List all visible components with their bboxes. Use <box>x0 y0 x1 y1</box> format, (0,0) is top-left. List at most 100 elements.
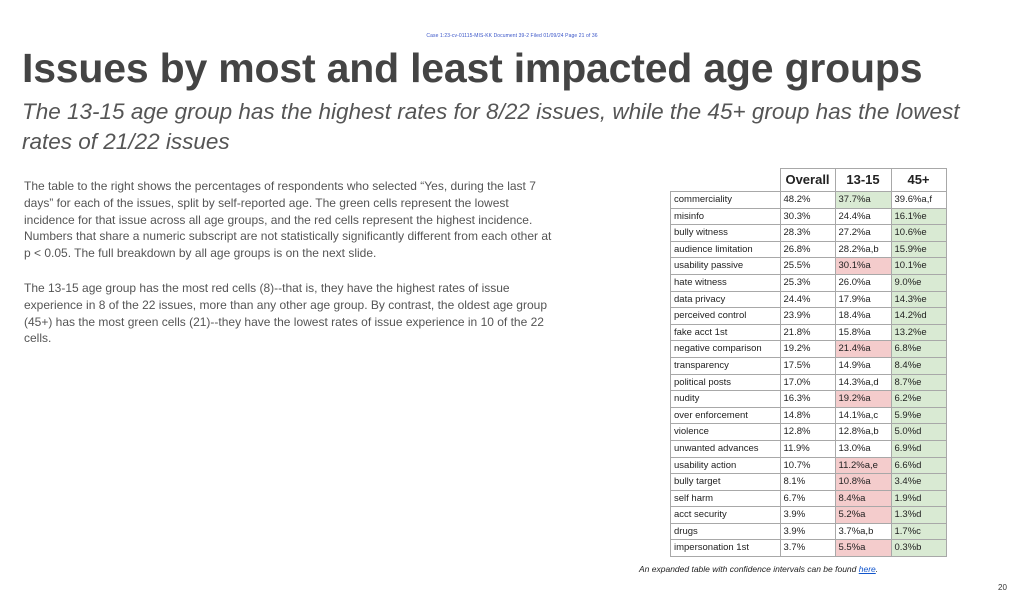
cell-13-15: 5.2%a <box>834 506 892 524</box>
cell-45-plus: 15.9%e <box>890 240 947 259</box>
page-number: 20 <box>998 583 1007 592</box>
cell-13-15: 18.4%a <box>834 307 892 325</box>
cell-overall: 25.3% <box>779 273 836 292</box>
cell-overall: 14.8% <box>779 406 836 425</box>
cell-13-15: 19.2%a <box>834 390 892 408</box>
table-row: acct security 3.9% 5.2%a 1.3%d <box>670 506 947 524</box>
cell-45-plus: 6.6%d <box>890 456 947 475</box>
cell-overall: 48.2% <box>779 191 836 209</box>
footnote-text: An expanded table with confidence interv… <box>639 564 859 574</box>
table-row: over enforcement 14.8% 14.1%a,c 5.9%e <box>670 406 947 425</box>
cell-issue: bully target <box>670 473 781 491</box>
cell-issue: misinfo <box>670 207 781 226</box>
cell-45-plus: 0.3%b <box>890 539 947 558</box>
cell-issue: impersonation 1st <box>670 539 781 558</box>
cell-45-plus: 5.9%e <box>890 406 947 425</box>
cell-13-15: 24.4%a <box>834 207 892 226</box>
cell-13-15: 13.0%a <box>834 439 892 458</box>
table-row: misinfo 30.3% 24.4%a 16.1%e <box>670 207 947 226</box>
cell-45-plus: 39.6%a,f <box>890 191 947 209</box>
cell-45-plus: 1.7%c <box>890 522 947 541</box>
table-row: commerciality 48.2% 37.7%a 39.6%a,f <box>670 191 947 209</box>
footnote: An expanded table with confidence interv… <box>639 564 878 574</box>
table-row: hate witness 25.3% 26.0%a 9.0%e <box>670 273 947 292</box>
cell-issue: commerciality <box>670 191 781 209</box>
cell-13-15: 37.7%a <box>834 191 892 209</box>
cell-13-15: 27.2%a <box>834 224 892 242</box>
body-paragraph-1: The table to the right shows the percent… <box>24 179 552 261</box>
cell-45-plus: 3.4%e <box>890 473 947 491</box>
cell-13-15: 10.8%a <box>834 473 892 491</box>
table-row: data privacy 24.4% 17.9%a 14.3%e <box>670 290 947 309</box>
cell-45-plus: 16.1%e <box>890 207 947 226</box>
table-row: bully witness 28.3% 27.2%a 10.6%e <box>670 224 947 242</box>
header-blank <box>670 168 781 192</box>
issues-table: Overall 13-15 45+ commerciality 48.2% 37.7… <box>670 168 947 558</box>
cell-issue: unwanted advances <box>670 439 781 458</box>
cell-overall: 8.1% <box>779 473 836 491</box>
cell-overall: 3.9% <box>779 506 836 524</box>
cell-overall: 28.3% <box>779 224 836 242</box>
header-13-15: 13-15 <box>834 168 892 192</box>
cell-issue: self harm <box>670 489 781 508</box>
cell-45-plus: 6.9%d <box>890 439 947 458</box>
cell-13-15: 30.1%a <box>834 257 892 275</box>
cell-45-plus: 6.8%e <box>890 340 947 358</box>
table-row: transparency 17.5% 14.9%a 8.4%e <box>670 356 947 375</box>
cell-overall: 30.3% <box>779 207 836 226</box>
cell-overall: 17.0% <box>779 373 836 392</box>
table-row: negative comparison 19.2% 21.4%a 6.8%e <box>670 340 947 358</box>
table-row: unwanted advances 11.9% 13.0%a 6.9%d <box>670 439 947 458</box>
page-title: Issues by most and least impacted age gr… <box>22 45 923 91</box>
cell-13-15: 28.2%a,b <box>834 240 892 259</box>
cell-overall: 23.9% <box>779 307 836 325</box>
cell-45-plus: 8.7%e <box>890 373 947 392</box>
cell-13-15: 14.9%a <box>834 356 892 375</box>
cell-issue: over enforcement <box>670 406 781 425</box>
table-row: usability passive 25.5% 30.1%a 10.1%e <box>670 257 947 275</box>
cell-13-15: 26.0%a <box>834 273 892 292</box>
cell-overall: 6.7% <box>779 489 836 508</box>
table-row: fake acct 1st 21.8% 15.8%a 13.2%e <box>670 323 947 342</box>
cell-overall: 12.8% <box>779 423 836 441</box>
cell-issue: hate witness <box>670 273 781 292</box>
table-row: nudity 16.3% 19.2%a 6.2%e <box>670 390 947 408</box>
cell-13-15: 3.7%a,b <box>834 522 892 541</box>
body-paragraph-2: The 13-15 age group has the most red cel… <box>24 280 547 346</box>
cell-issue: usability action <box>670 456 781 475</box>
cell-overall: 21.8% <box>779 323 836 342</box>
cell-45-plus: 9.0%e <box>890 273 947 292</box>
cell-issue: usability passive <box>670 257 781 275</box>
case-header-stamp: Case 1:23-cv-01115-MIS-KK Document 39-2 … <box>426 33 598 39</box>
header-overall: Overall <box>779 168 836 192</box>
cell-13-15: 5.5%a <box>834 539 892 558</box>
cell-13-15: 14.1%a,c <box>834 406 892 425</box>
cell-13-15: 21.4%a <box>834 340 892 358</box>
cell-issue: transparency <box>670 356 781 375</box>
table-row: self harm 6.7% 8.4%a 1.9%d <box>670 489 947 508</box>
cell-13-15: 15.8%a <box>834 323 892 342</box>
cell-issue: drugs <box>670 522 781 541</box>
footnote-link[interactable]: here <box>858 564 876 574</box>
cell-13-15: 8.4%a <box>834 489 892 508</box>
cell-13-15: 12.8%a,b <box>834 423 892 441</box>
cell-overall: 16.3% <box>779 390 836 408</box>
table-row: audience limitation 26.8% 28.2%a,b 15.9%e <box>670 240 947 259</box>
table-row: bully target 8.1% 10.8%a 3.4%e <box>670 473 947 491</box>
cell-overall: 24.4% <box>779 290 836 309</box>
table-row: perceived control 23.9% 18.4%a 14.2%d <box>670 307 947 325</box>
cell-45-plus: 1.9%d <box>890 489 947 508</box>
table-row: political posts 17.0% 14.3%a,d 8.7%e <box>670 373 947 392</box>
cell-45-plus: 13.2%e <box>890 323 947 342</box>
table-header-row: Overall 13-15 45+ <box>670 168 947 192</box>
cell-45-plus: 10.1%e <box>890 257 947 275</box>
cell-overall: 3.7% <box>779 539 836 558</box>
cell-45-plus: 14.3%e <box>890 290 947 309</box>
table-row: impersonation 1st 3.7% 5.5%a 0.3%b <box>670 539 947 558</box>
cell-overall: 3.9% <box>779 522 836 541</box>
page-subtitle: The 13-15 age group has the highest rate… <box>22 99 960 154</box>
cell-45-plus: 8.4%e <box>890 356 947 375</box>
cell-overall: 10.7% <box>779 456 836 475</box>
cell-issue: bully witness <box>670 224 781 242</box>
cell-issue: political posts <box>670 373 781 392</box>
